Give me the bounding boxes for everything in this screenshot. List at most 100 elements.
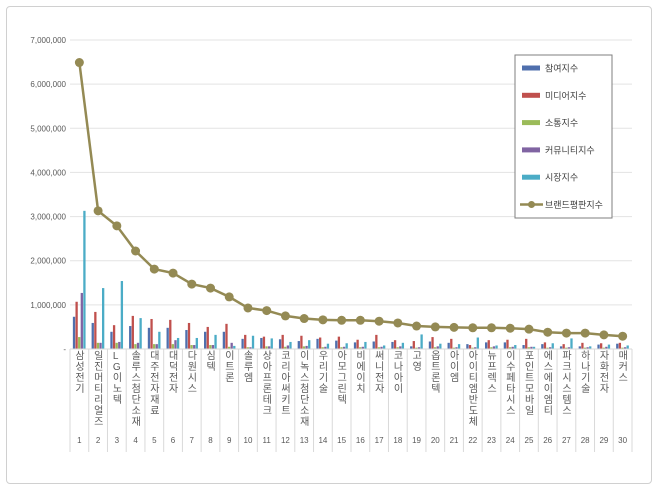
rank-label: 27	[562, 436, 571, 445]
category-label-char: 엠	[244, 372, 253, 384]
brand-index-point	[318, 315, 328, 325]
category-label-char: 재	[132, 416, 141, 428]
rank-label: 11	[263, 436, 272, 445]
bar-참여지수	[316, 338, 319, 349]
category-label-char: 재	[300, 416, 309, 428]
category-label-char: 나	[394, 361, 403, 373]
category-label-char: 모	[525, 384, 534, 395]
bar-미디어지수	[487, 340, 490, 349]
bar-시장지수	[495, 345, 498, 349]
brand-index-point	[430, 322, 440, 332]
category-label-char: 트	[525, 373, 534, 384]
bar-참여지수	[372, 341, 375, 349]
category-label-char: 심	[207, 350, 216, 362]
brand-index-point	[243, 303, 253, 313]
category-label-char: 스	[562, 383, 571, 395]
bar-미디어지수	[94, 311, 97, 349]
bar-미디어지수	[431, 337, 434, 349]
bar-커뮤니티지수	[511, 346, 514, 349]
category-label-char: 성	[75, 361, 84, 373]
brand-index-point	[543, 327, 553, 337]
category-label-char: 일	[94, 350, 103, 362]
category-label-char: 루	[244, 361, 253, 373]
bar-참여지수	[447, 342, 450, 349]
brand-index-point	[487, 323, 496, 333]
bar-커뮤니티지수	[118, 341, 121, 349]
legend-swatch	[522, 120, 540, 126]
legend-label: 시장지수	[545, 173, 578, 183]
category-label-char: 론	[225, 372, 234, 384]
rank-label: 23	[487, 436, 496, 445]
bar-소통지수	[265, 346, 268, 349]
rank-label: 2	[96, 436, 101, 445]
category-label-char: 원	[188, 361, 197, 373]
bar-참여지수	[185, 330, 188, 349]
bar-시장지수	[532, 346, 536, 349]
category-label-char: 첨	[132, 383, 141, 395]
bar-미디어지수	[262, 336, 266, 349]
category-label-char: 이	[450, 361, 459, 373]
category-label-char: 이	[300, 350, 309, 362]
category-label-char: 코	[281, 351, 290, 362]
bar-시장지수	[570, 338, 573, 349]
y-tick-label: 6,000,000	[30, 80, 66, 89]
bar-참여지수	[353, 342, 357, 349]
brand-index-point	[206, 283, 215, 293]
category-label-char: 머	[94, 372, 103, 384]
brand-index-point	[468, 323, 478, 333]
x-axis: 삼 성 전 기1일 진 머 티 리 얼 즈2L G 이 노 텍3솔 루 스 첨 단 소 재4대 주 전 자 재 료5대 덕 전 자6다…	[69, 348, 633, 452]
category-label-char: 대	[169, 350, 178, 362]
bar-시장지수	[476, 337, 479, 349]
rank-label: 21	[450, 436, 459, 445]
bar-소통지수	[396, 347, 399, 349]
bar-커뮤니티지수	[324, 346, 327, 349]
brand-index-point	[337, 315, 347, 325]
category-label-char: 고	[413, 351, 422, 362]
category-label-char: 그	[338, 373, 347, 384]
category-label-char: 얼	[94, 405, 103, 417]
bar-시장지수	[326, 343, 330, 349]
category-label-char: 써	[281, 383, 290, 395]
bar-시장지수	[607, 344, 611, 349]
bar-커뮤니티지수	[305, 345, 308, 349]
brand-index-point	[599, 330, 609, 340]
bar-커뮤니티지수	[436, 346, 439, 349]
bar-미디어지수	[506, 339, 509, 349]
category-label-char: 시	[506, 394, 515, 406]
category-label-char: 전	[75, 372, 84, 384]
category-label-char: 텍	[207, 361, 216, 373]
bar-소통지수	[471, 347, 474, 349]
bar-시장지수	[514, 345, 517, 349]
bar-소통지수	[359, 347, 362, 349]
category-label-char: 시	[562, 372, 571, 384]
category-label-char: 술	[581, 383, 590, 395]
category-label-char: G	[113, 362, 121, 373]
brand-index-line	[74, 58, 628, 341]
category-label-char: 린	[338, 383, 347, 395]
bar-소통지수	[171, 344, 175, 349]
category-label-char: 키	[281, 394, 290, 406]
category-label-char: 첨	[300, 383, 309, 395]
bar-소통지수	[415, 347, 418, 349]
bar-커뮤니티지수	[136, 342, 140, 349]
category-label-char: 매	[619, 350, 628, 362]
bar-커뮤니티지수	[474, 347, 477, 349]
bar-미디어지수	[562, 344, 565, 349]
category-label-char: 주	[150, 362, 159, 373]
rank-label: 26	[543, 436, 552, 445]
category-label-char: 트	[431, 362, 440, 373]
brand-index-point	[149, 264, 159, 274]
bar-참여지수	[278, 339, 282, 349]
category-label-char: 루	[132, 361, 141, 373]
bar-커뮤니티지수	[342, 346, 346, 349]
bar-참여지수	[503, 342, 507, 349]
category-label-char: 포	[525, 351, 534, 362]
rank-label: 12	[281, 436, 290, 445]
category-label-char: 자	[600, 350, 609, 362]
